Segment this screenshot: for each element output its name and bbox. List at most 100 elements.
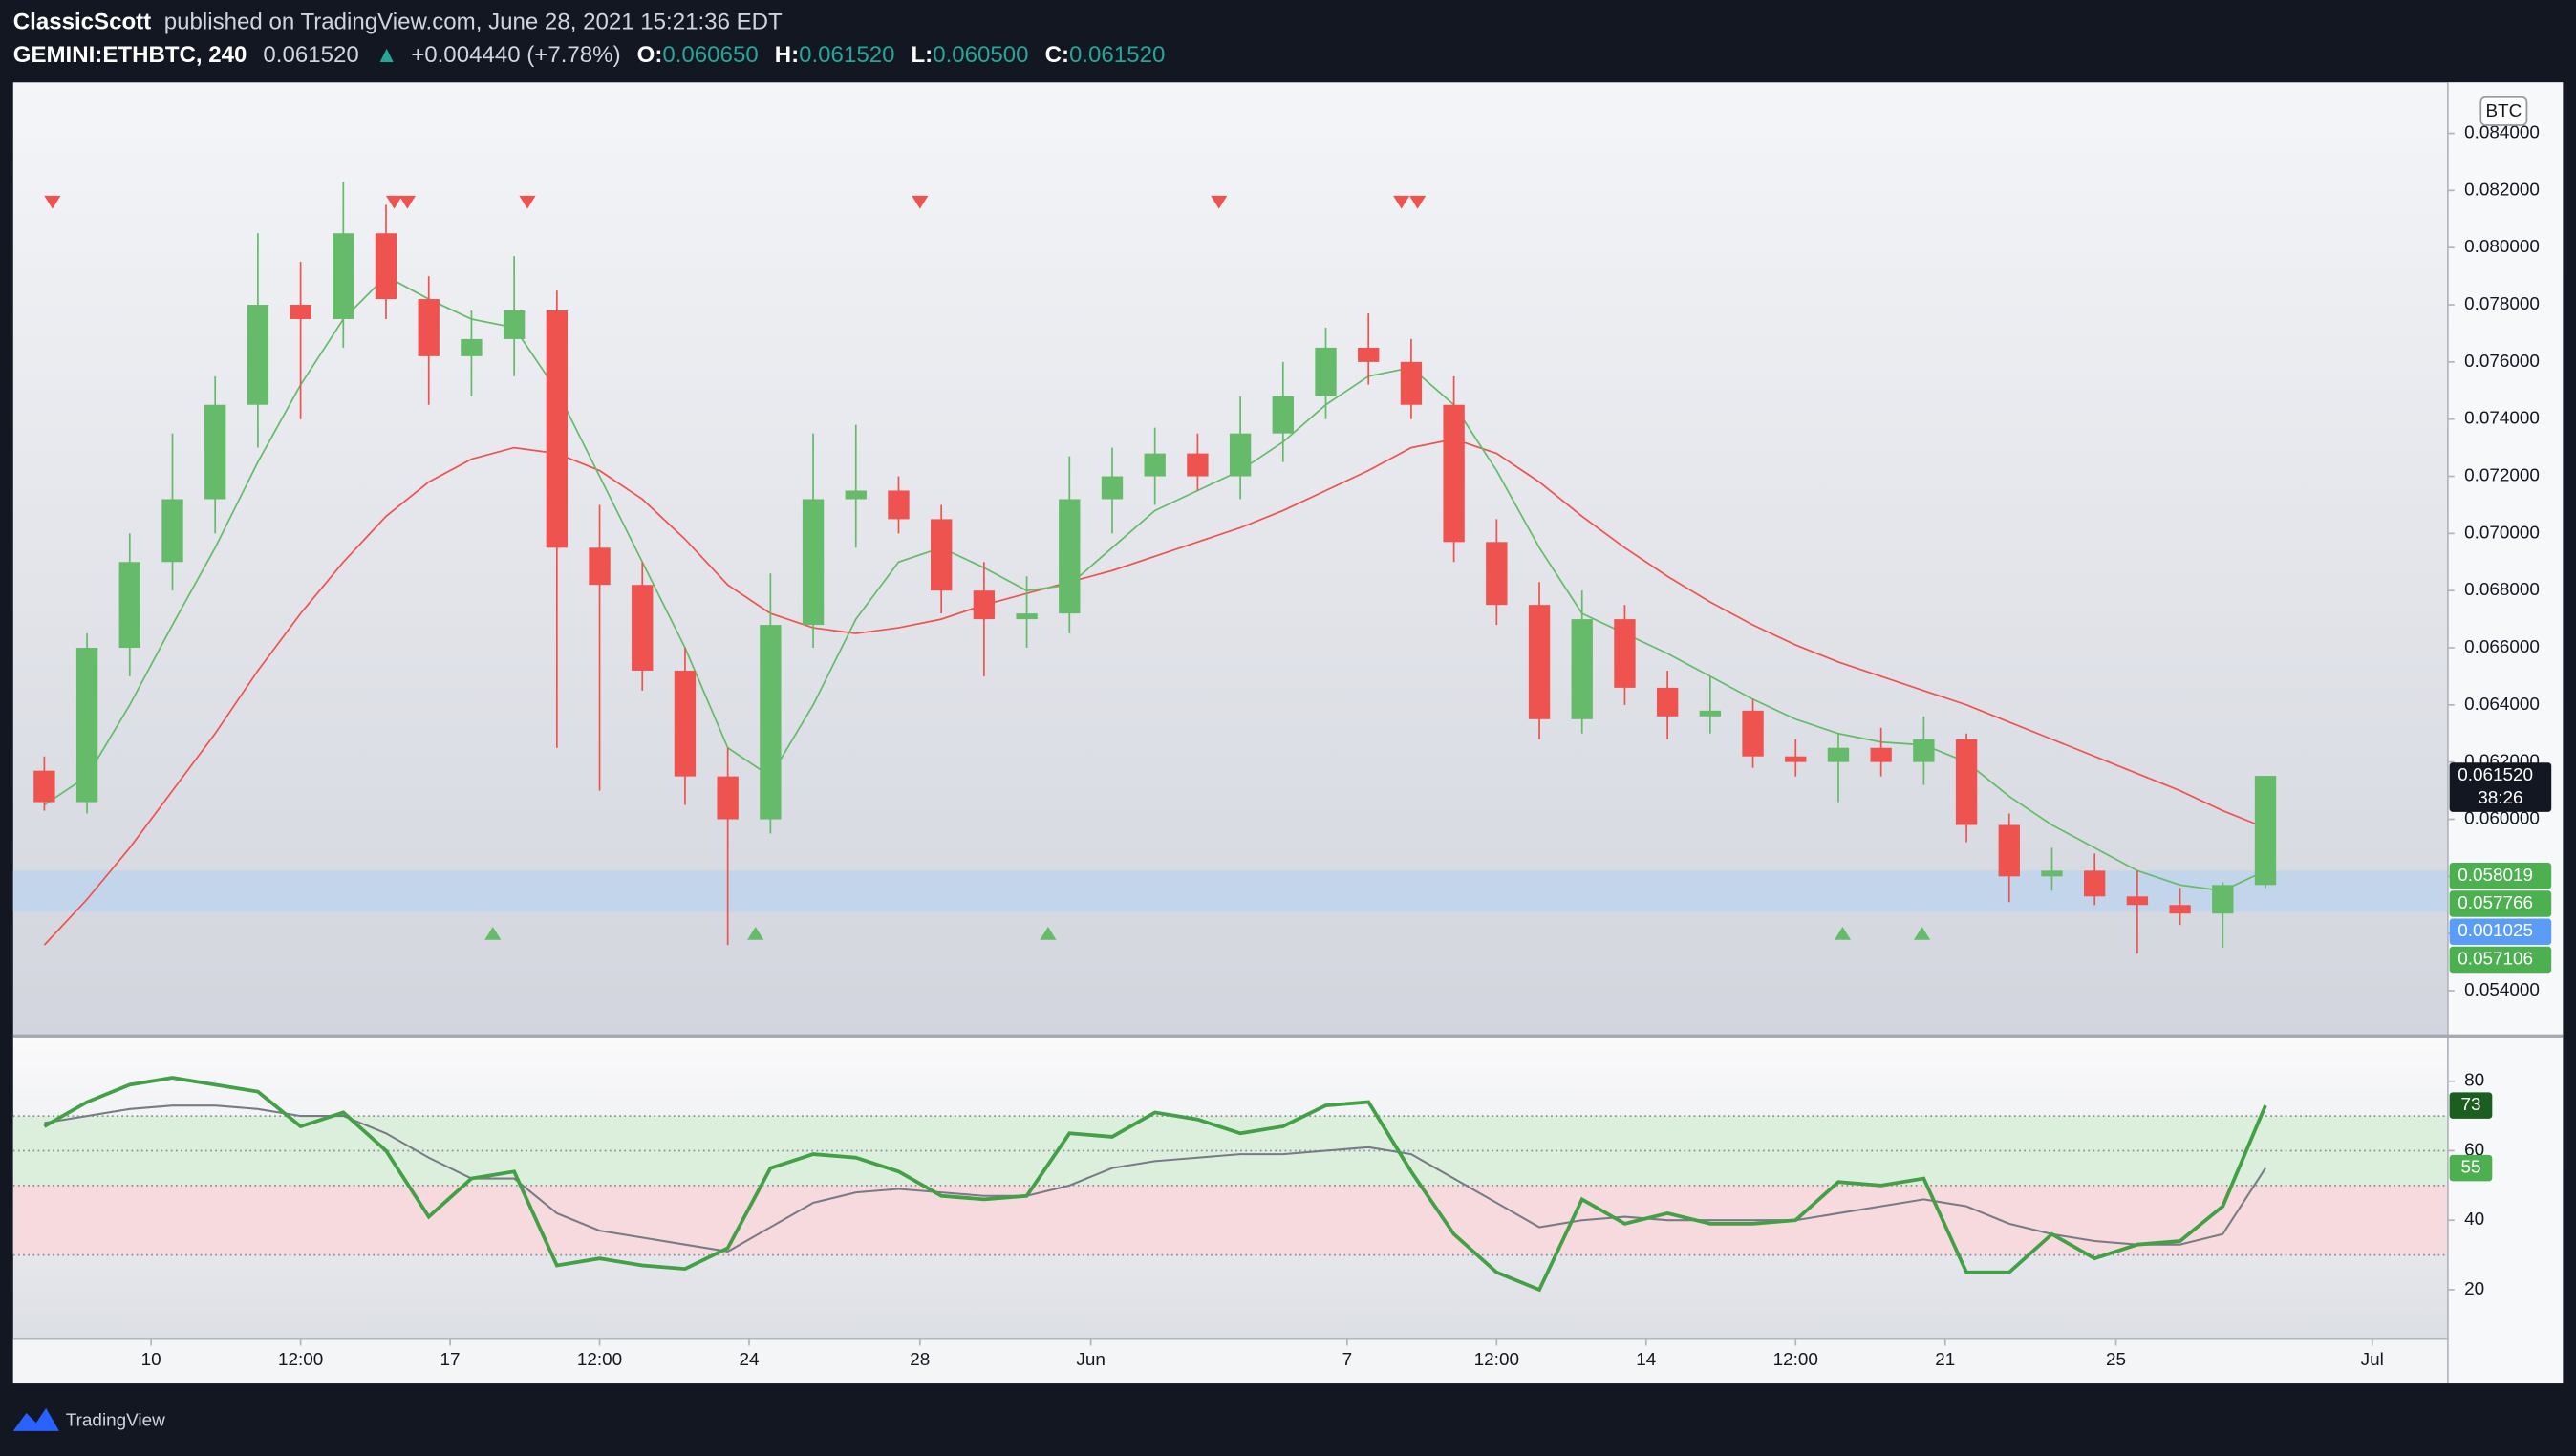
candle-body [290, 305, 311, 319]
buy-signal [1913, 927, 1931, 940]
candle-body [2169, 905, 2191, 914]
candle-body [1998, 824, 2020, 877]
published: published on TradingView.com, June 28, 2… [164, 10, 783, 35]
moving-average [43, 275, 2266, 892]
plot: 0.0540000.0560000.0580000.0600000.062000… [12, 123, 2552, 1370]
ohlc-value: 0.060500 [933, 42, 1028, 68]
candle-body [33, 770, 55, 803]
candle-body [503, 310, 526, 339]
countdown: 38:26 [2478, 788, 2522, 808]
x-tick-label: 12:00 [1773, 1350, 1818, 1370]
y-tick-label: 0.072000 [2464, 466, 2540, 486]
x-tick-label: 12:00 [278, 1350, 323, 1370]
x-tick-label: 14 [1636, 1350, 1656, 1370]
sell-signal [398, 195, 416, 209]
symbol: GEMINI:ETHBTC, 240 [13, 42, 247, 68]
candle-body [1059, 499, 1081, 614]
y-tick-label: 0.054000 [2464, 980, 2540, 1000]
candle-body [1870, 747, 1892, 762]
candle-body [161, 499, 183, 563]
ohlc-value: 0.060650 [662, 42, 758, 68]
ohlc-key: C: [1045, 42, 1069, 68]
candle-body [1443, 404, 1465, 543]
x-tick-label: Jul [2361, 1350, 2384, 1370]
oscillator-line [44, 1104, 2266, 1253]
symbol-line: GEMINI:ETHBTC, 240 0.061520 ▲ +0.004440 … [13, 42, 1166, 68]
price-label-box [2449, 918, 2552, 945]
sell-signal [44, 195, 61, 209]
oscillator-line [43, 1076, 2267, 1293]
price-zone [12, 870, 2448, 912]
candle-body [2126, 896, 2149, 906]
candle-body [1144, 453, 1166, 477]
candle-body [674, 670, 697, 777]
candle-body [930, 519, 953, 591]
y-tick-label: 0.060000 [2464, 809, 2540, 829]
price-scale [2447, 82, 2564, 1384]
logo-shape [12, 1407, 59, 1431]
value-label-box [2449, 1154, 2493, 1182]
candle-body [2254, 776, 2277, 886]
y-tick-label: 0.064000 [2464, 695, 2540, 715]
sell-signal [1211, 195, 1228, 209]
author: ClassicScott [13, 10, 151, 35]
currency: BTC [2485, 101, 2522, 121]
candle-body [717, 776, 739, 820]
candle-body [333, 233, 354, 319]
y-tick-label: 0.080000 [2464, 237, 2540, 257]
candle-body [461, 338, 483, 356]
candle-body [1528, 605, 1551, 719]
candle-body [632, 585, 654, 671]
x-tick-label: 12:00 [1474, 1350, 1519, 1370]
y-tick-label: 0.082000 [2464, 180, 2540, 200]
candle-body [1101, 476, 1124, 500]
candle-body [845, 490, 867, 500]
price-label-box [2449, 946, 2552, 974]
buy-signal [1834, 927, 1852, 940]
buy-signal [484, 927, 502, 940]
y-tick-label: 20 [2464, 1279, 2484, 1299]
y-tick-label: 0.070000 [2464, 523, 2540, 543]
candle-body [973, 590, 996, 620]
buy-signal [1040, 927, 1057, 940]
sell-signal [912, 195, 929, 209]
candle-body [1614, 619, 1636, 688]
change: +0.004440 (+7.78%) [411, 42, 620, 68]
candle-body [118, 562, 140, 649]
x-tick-label: 7 [1342, 1350, 1353, 1370]
y-tick-label: 0.074000 [2464, 409, 2540, 429]
price-label-box [2449, 863, 2552, 889]
brand: TradingView [66, 1411, 165, 1431]
candle-body [1400, 361, 1423, 405]
candle-body [2084, 870, 2106, 897]
candle-body [888, 490, 910, 520]
candle-body [1827, 747, 1850, 762]
ohlc-key: L: [911, 42, 933, 68]
ohlc-value: 0.061520 [1069, 42, 1165, 68]
ohlc-key: O: [637, 42, 663, 68]
y-tick-label: 0.066000 [2464, 637, 2540, 657]
candle-body [2212, 885, 2234, 914]
sell-signal [385, 195, 403, 209]
candle-body [1913, 739, 1935, 762]
y-tick-label: 0.078000 [2464, 294, 2540, 314]
candle-body [2041, 870, 2063, 877]
buy-signal [747, 927, 764, 940]
moving-average [43, 438, 2266, 946]
value-label: 55 [2460, 1158, 2480, 1178]
x-tick-label: Jun [1076, 1350, 1105, 1370]
sell-signal [519, 195, 536, 209]
sell-signal [1409, 195, 1427, 209]
price-label-box [2449, 762, 2552, 812]
candle-body [375, 233, 397, 300]
y-tick-label: 0.068000 [2464, 580, 2540, 600]
x-tick-label: 24 [739, 1350, 759, 1370]
y-tick-label: 80 [2464, 1071, 2484, 1091]
publish-line: ClassicScott published on TradingView.co… [13, 10, 783, 35]
x-tick-label: 21 [1935, 1350, 1955, 1370]
sell-signal [1393, 195, 1410, 209]
x-tick-label: 25 [2106, 1350, 2126, 1370]
y-tick-label: 0.084000 [2464, 123, 2540, 143]
candle-body [760, 625, 782, 820]
